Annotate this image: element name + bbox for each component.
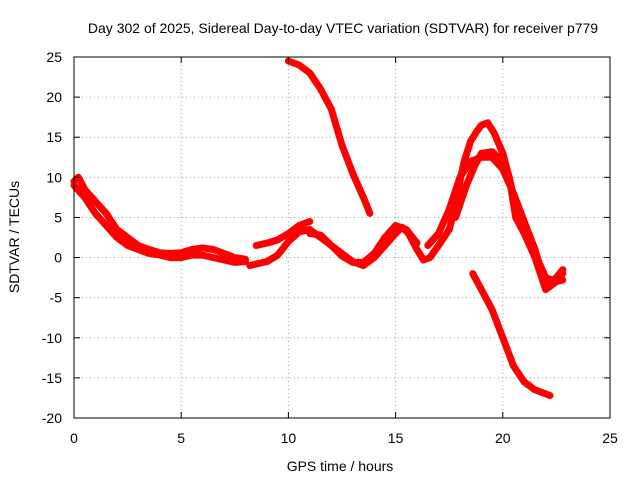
plot-frame (73, 56, 611, 419)
series-track-2 (70, 181, 249, 266)
x-tick-label: 25 (602, 430, 618, 446)
x-tick-label: 20 (495, 430, 511, 446)
y-tick-label: 5 (54, 209, 62, 225)
x-tick-label: 0 (70, 430, 78, 446)
y-tick-label: -10 (42, 330, 62, 346)
x-axis-title: GPS time / hours (287, 458, 394, 474)
x-tick-label: 15 (388, 430, 404, 446)
y-tick-label: 0 (54, 250, 62, 266)
y-axis-ticks: -20 -15 -10 -5 0 5 10 15 20 25 (42, 49, 610, 426)
series-track-5 (284, 57, 374, 217)
x-tick-label: 10 (281, 430, 297, 446)
chart-title: Day 302 of 2025, Sidereal Day-to-day VTE… (88, 20, 598, 36)
y-tick-label: 10 (46, 169, 62, 185)
y-tick-label: -20 (42, 410, 62, 426)
y-tick-label: -15 (42, 370, 62, 386)
series-track-6 (306, 222, 421, 266)
series-track-9 (452, 148, 567, 294)
y-axis-title: SDTVAR / TECUs (6, 181, 22, 293)
x-tick-label: 5 (177, 430, 185, 446)
y-tick-label: 25 (46, 49, 62, 65)
y-tick-label: 20 (46, 89, 62, 105)
y-tick-label: -5 (50, 290, 63, 306)
y-tick-label: 15 (46, 129, 62, 145)
series-track-4 (252, 218, 314, 249)
series-group (70, 57, 567, 399)
x-axis-ticks: 0 5 10 15 20 25 (70, 57, 618, 446)
series-track-10 (469, 270, 554, 399)
